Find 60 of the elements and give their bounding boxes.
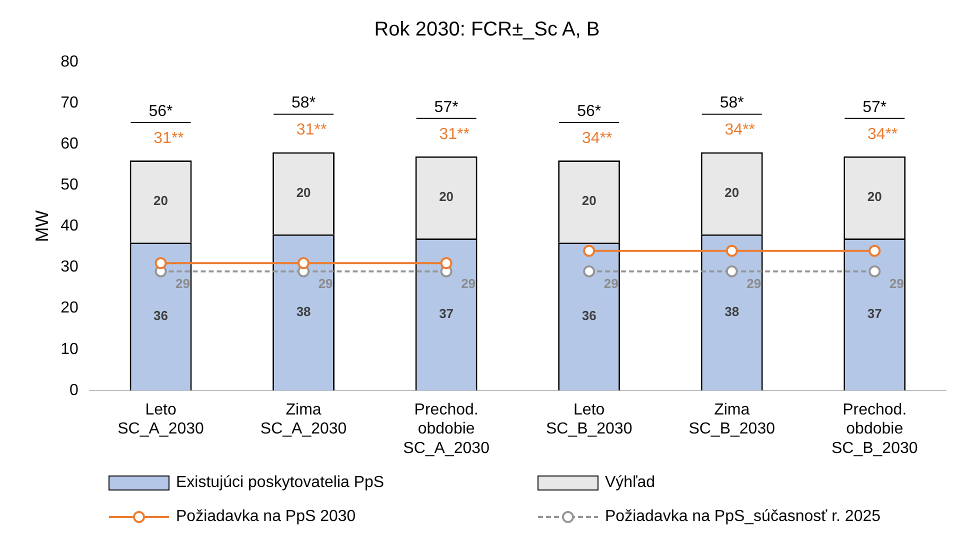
point [154, 257, 167, 270]
x-tick-label: Prechod. obdobie SC_A_2030 [403, 401, 490, 457]
data-label: 20 [154, 193, 168, 208]
chart-title: Rok 2030: FCR±_Sc A, B [374, 18, 600, 41]
x-tick-label: Leto SC_A_2030 [118, 401, 204, 438]
annotation: 31** [296, 122, 327, 139]
legend-label: Existujúci poskytovatelia PpS [176, 474, 384, 492]
data-label: 29 [746, 276, 762, 291]
data-label: 29 [461, 276, 476, 291]
legend-label: Požiadavka na PpS 2030 [176, 508, 356, 526]
data-label: 20 [867, 189, 882, 204]
y-tick-label: 10 [60, 340, 78, 358]
total-label: 56* [148, 102, 173, 120]
data-label: 37 [867, 306, 882, 322]
y-tick-label: 20 [60, 300, 78, 317]
data-label: 20 [582, 193, 596, 208]
point [583, 265, 596, 278]
legend-label: Požiadavka na PpS_súčasnosť r. 2025 [605, 508, 881, 526]
data-label: 20 [296, 184, 311, 200]
y-axis-title: MW [32, 210, 52, 242]
x-tick-label: Zima SC_B_2030 [688, 401, 776, 438]
data-label: 36 [582, 308, 596, 324]
data-label: 29 [318, 276, 333, 291]
y-tick-label: 0 [69, 382, 78, 399]
annotation: 34** [724, 122, 755, 139]
data-label: 29 [604, 276, 618, 291]
data-label: 38 [296, 304, 311, 319]
y-tick-label: 70 [60, 94, 78, 112]
y-tick-label: 30 [60, 258, 78, 276]
point [440, 257, 452, 270]
total-label: 57* [862, 98, 887, 116]
y-tick-label: 80 [60, 53, 78, 70]
data-label: 36 [154, 308, 168, 324]
legend-label: Výhľad [605, 474, 656, 492]
data-label: 38 [724, 304, 740, 319]
annotation: 34** [582, 130, 612, 147]
y-tick-label: 60 [60, 136, 78, 153]
data-label: 37 [439, 306, 454, 322]
point [868, 244, 881, 257]
point [298, 257, 310, 270]
annotation: 31** [154, 130, 184, 147]
x-tick-label: Leto SC_B_2030 [546, 401, 632, 438]
y-tick-label: 40 [60, 218, 78, 235]
total-label: 57* [434, 98, 458, 116]
point [583, 244, 596, 257]
total-label: 58* [720, 94, 744, 112]
x-tick-label: Zima SC_A_2030 [260, 401, 347, 438]
total-label: 56* [577, 102, 602, 120]
point [726, 265, 738, 278]
annotation: 34** [867, 126, 898, 143]
total-label: 58* [292, 94, 316, 112]
y-tick-label: 50 [60, 176, 78, 194]
point [868, 265, 881, 278]
x-tick-label: Prechod. obdobie SC_B_2030 [831, 401, 918, 457]
annotation: 31** [439, 126, 470, 143]
data-label: 20 [439, 189, 454, 204]
data-label: 29 [889, 276, 904, 291]
data-label: 29 [176, 276, 190, 291]
data-label: 20 [724, 184, 740, 200]
point [726, 244, 738, 257]
